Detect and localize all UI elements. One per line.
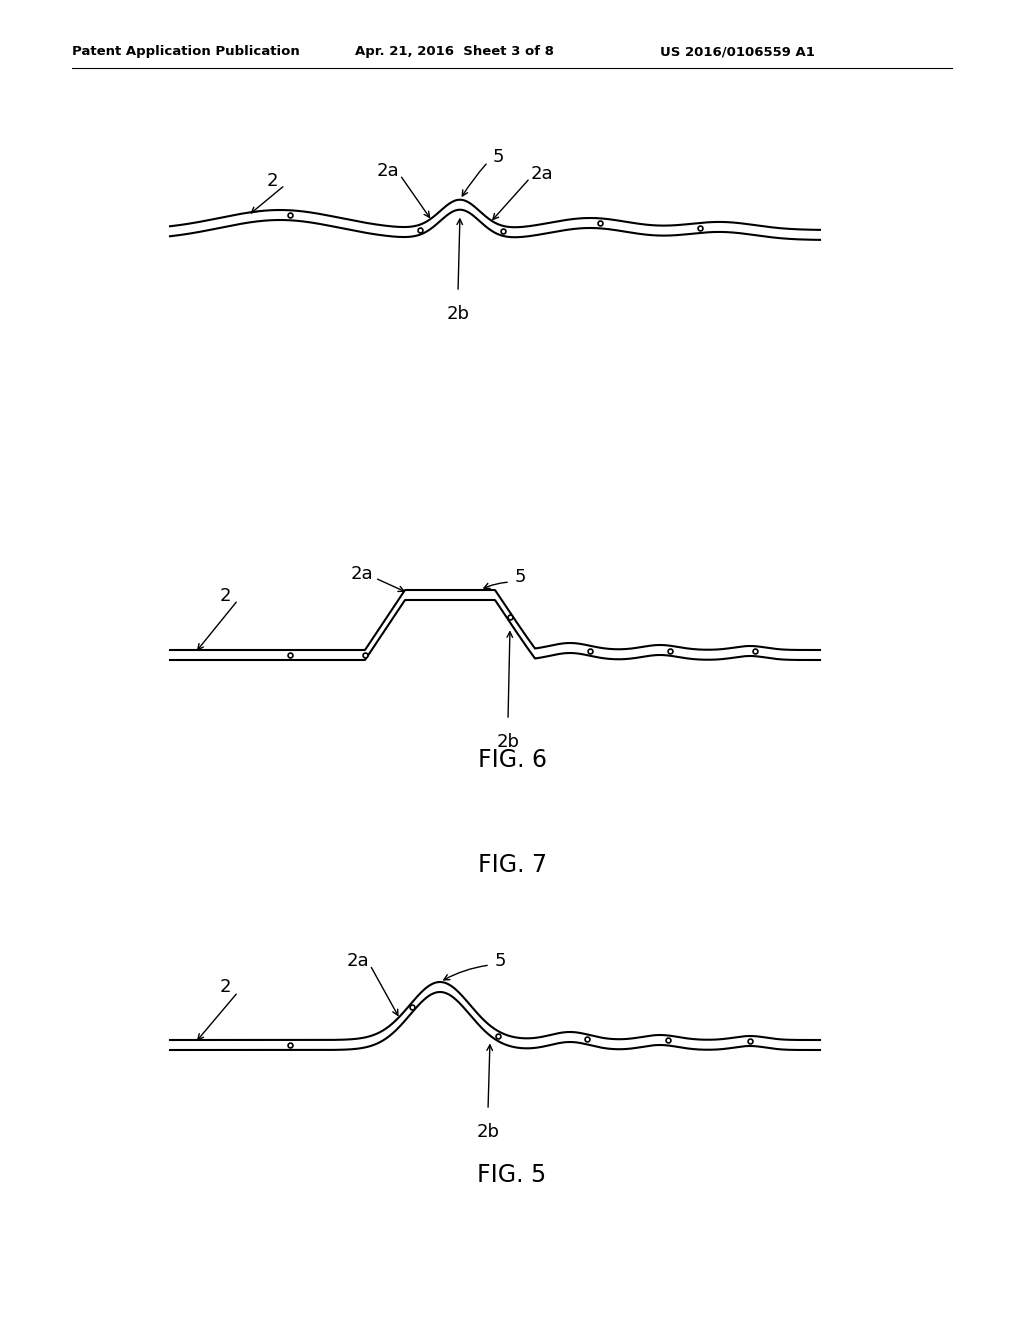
- Text: 2b: 2b: [446, 305, 469, 323]
- Text: Patent Application Publication: Patent Application Publication: [72, 45, 300, 58]
- Text: 2a: 2a: [350, 565, 374, 583]
- Text: 5: 5: [495, 952, 506, 970]
- Text: 2: 2: [219, 978, 230, 997]
- Text: 2b: 2b: [476, 1123, 500, 1140]
- Text: 2b: 2b: [497, 733, 519, 751]
- Text: FIG. 5: FIG. 5: [477, 1163, 547, 1187]
- Text: 2: 2: [219, 587, 230, 605]
- Text: 2a: 2a: [377, 162, 399, 180]
- Text: 5: 5: [514, 568, 525, 586]
- Text: 5: 5: [493, 148, 504, 166]
- Text: FIG. 7: FIG. 7: [477, 853, 547, 876]
- Text: 2a: 2a: [530, 165, 553, 183]
- Text: 2a: 2a: [347, 952, 370, 970]
- Text: FIG. 6: FIG. 6: [477, 748, 547, 772]
- Text: US 2016/0106559 A1: US 2016/0106559 A1: [660, 45, 815, 58]
- Text: Apr. 21, 2016  Sheet 3 of 8: Apr. 21, 2016 Sheet 3 of 8: [355, 45, 554, 58]
- Text: 2: 2: [266, 172, 278, 190]
